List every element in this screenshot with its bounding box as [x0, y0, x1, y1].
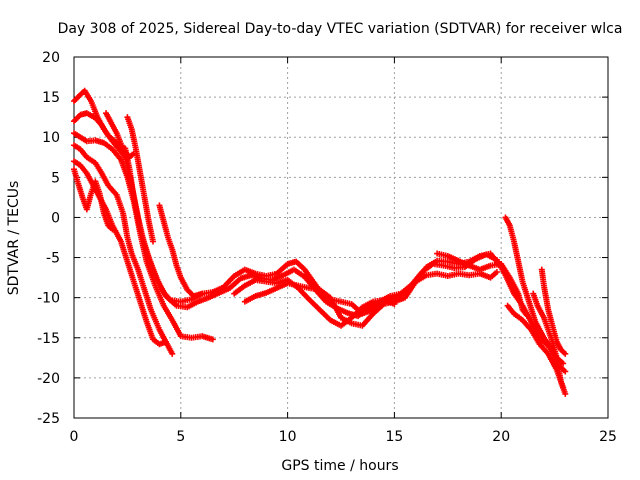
- y-tick-label: -25: [37, 411, 60, 427]
- data-point: [562, 390, 569, 397]
- series-track-2: [71, 110, 567, 367]
- chart-title: Day 308 of 2025, Sidereal Day-to-day VTE…: [58, 21, 623, 37]
- data-point: [560, 360, 567, 367]
- series-track-7: [103, 110, 137, 161]
- data-point: [150, 238, 157, 245]
- data-points: [71, 87, 569, 397]
- y-tick-label: 20: [42, 50, 60, 66]
- x-tick-label: 20: [492, 429, 510, 445]
- x-tick-label: 15: [385, 429, 403, 445]
- y-tick-label: 0: [51, 210, 60, 226]
- x-tick-label: 5: [176, 429, 185, 445]
- data-point: [523, 312, 530, 319]
- series-track-4: [71, 142, 176, 357]
- x-axis-label: GPS time / hours: [281, 458, 398, 474]
- series-track-6: [71, 166, 116, 233]
- plot-frame: [73, 56, 609, 419]
- series-track-9: [156, 202, 206, 300]
- series-track-12: [434, 250, 530, 319]
- data-point: [562, 368, 569, 375]
- data-point: [162, 338, 169, 345]
- y-tick-label: -5: [46, 251, 60, 267]
- data-point: [199, 290, 206, 297]
- y-tick-label: 15: [42, 90, 60, 106]
- series-track-16: [504, 302, 567, 391]
- data-point: [562, 350, 569, 357]
- y-tick-label: -10: [37, 291, 60, 307]
- y-tick-label: 5: [51, 170, 60, 186]
- y-tick-label: 10: [42, 130, 60, 146]
- series-track-15: [538, 266, 569, 357]
- y-tick-label: -20: [37, 371, 60, 387]
- x-tick-label: 10: [279, 429, 297, 445]
- y-tick-labels: -25 -20 -15 -10 -5 0 5 10 15 20: [37, 50, 60, 427]
- data-point: [209, 336, 216, 343]
- series-track-10: [241, 268, 500, 329]
- data-point: [109, 226, 116, 233]
- series-track-5: [71, 158, 169, 348]
- x-tick-label: 25: [599, 429, 617, 445]
- data-point: [169, 350, 176, 357]
- data-point: [391, 301, 398, 308]
- data-point: [493, 268, 500, 275]
- x-tick-labels: 0 5 10 15 20 25: [70, 429, 617, 445]
- series-track-8: [124, 114, 157, 245]
- y-tick-label: -15: [37, 331, 60, 347]
- series-track-3: [71, 130, 216, 343]
- x-tick-label: 0: [70, 429, 79, 445]
- series-track-11: [231, 277, 398, 329]
- y-axis-label: SDTVAR / TECUs: [6, 181, 22, 296]
- data-point: [560, 384, 567, 391]
